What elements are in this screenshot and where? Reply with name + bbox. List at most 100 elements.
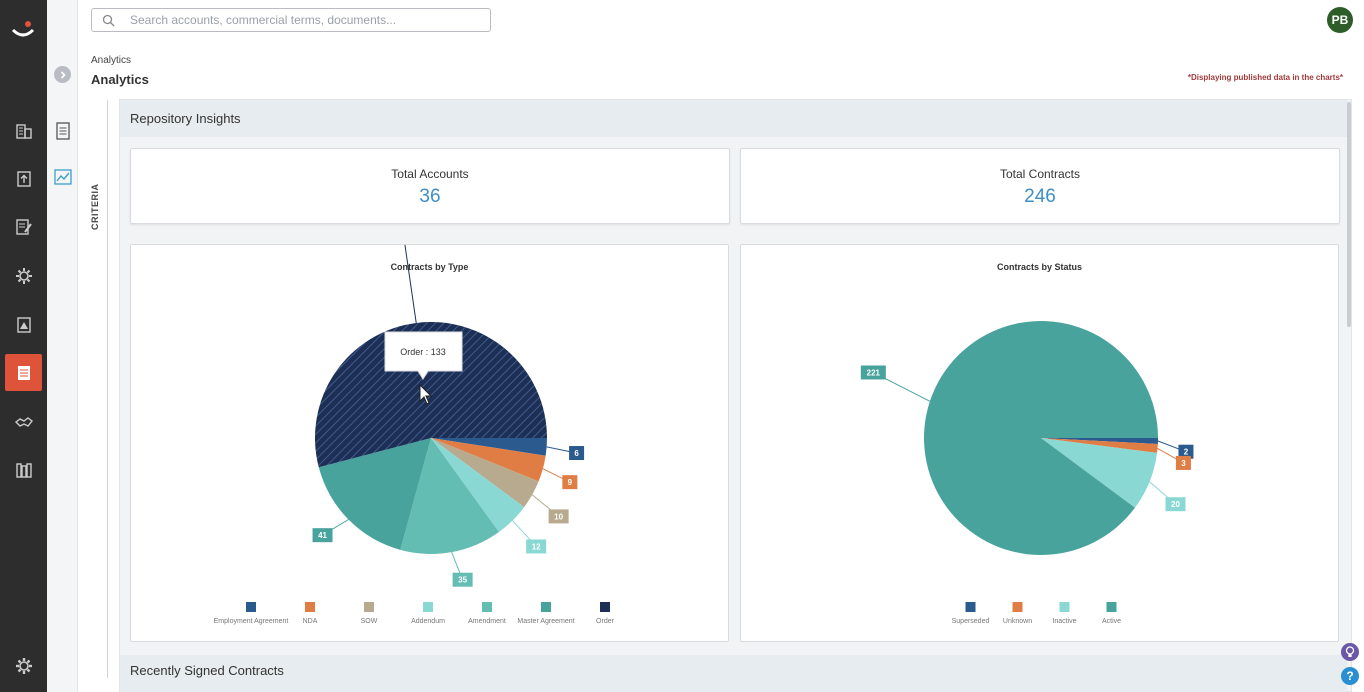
repository-insights-panel: Repository Insights Total Accounts 36 To… bbox=[119, 99, 1352, 692]
recent-title: Recently Signed Contracts bbox=[130, 663, 284, 678]
tips-button[interactable] bbox=[1341, 643, 1359, 661]
data-label-inactive: 20 bbox=[1165, 497, 1186, 512]
total-accounts-label: Total Accounts bbox=[391, 167, 469, 181]
legend-item-amendment[interactable]: Amendment bbox=[468, 602, 506, 625]
brand-logo[interactable] bbox=[8, 14, 38, 44]
svg-text:Superseded: Superseded bbox=[952, 618, 990, 625]
help-button[interactable]: ? bbox=[1341, 667, 1359, 685]
data-label-nda: 9 bbox=[562, 475, 578, 490]
contracts-by-type-pie: 6910123541133Employment AgreementNDASOWA… bbox=[214, 245, 615, 625]
svg-text:Active: Active bbox=[1102, 618, 1121, 625]
pie-slice-master-agreement[interactable] bbox=[318, 438, 431, 550]
contracts-by-type-chart: Contracts by Type 6910123541133Employmen… bbox=[130, 244, 729, 642]
mouse-cursor-icon bbox=[419, 383, 433, 405]
legend-item-superseded[interactable]: Superseded bbox=[952, 602, 990, 625]
svg-text:Addendum: Addendum bbox=[411, 618, 445, 625]
svg-text:Order: Order bbox=[596, 618, 615, 625]
legend-item-active[interactable]: Active bbox=[1102, 602, 1121, 625]
legend-item-order[interactable]: Order bbox=[596, 602, 615, 625]
criteria-panel-toggle[interactable]: CRITERIA bbox=[86, 100, 108, 678]
data-label-addendum: 12 bbox=[526, 539, 547, 554]
section-title: Repository Insights bbox=[130, 111, 241, 126]
gear-icon[interactable] bbox=[5, 647, 42, 684]
user-avatar[interactable]: PB bbox=[1327, 7, 1353, 33]
legend-item-addendum[interactable]: Addendum bbox=[411, 602, 445, 625]
expand-sidebar-button[interactable] bbox=[54, 66, 71, 83]
pie-slice-employment-agreement[interactable] bbox=[431, 438, 547, 456]
upload-icon[interactable] bbox=[5, 160, 42, 197]
svg-text:Amendment: Amendment bbox=[468, 618, 506, 625]
svg-text:3: 3 bbox=[1181, 459, 1186, 468]
library-icon[interactable] bbox=[5, 451, 42, 488]
svg-text:Employment Agreement: Employment Agreement bbox=[214, 618, 289, 625]
secondary-sidebar bbox=[47, 0, 78, 692]
data-label-unknown: 3 bbox=[1175, 455, 1191, 470]
svg-text:Unknown: Unknown bbox=[1003, 618, 1032, 625]
data-label-superseded: 2 bbox=[1178, 444, 1194, 459]
analytics-icon[interactable] bbox=[53, 167, 73, 187]
total-contracts-label: Total Contracts bbox=[999, 167, 1081, 181]
contracts-icon[interactable] bbox=[5, 354, 42, 391]
legend-item-unknown[interactable]: Unknown bbox=[1003, 602, 1032, 625]
breadcrumb[interactable]: Analytics bbox=[91, 55, 132, 66]
total-accounts-value[interactable]: 36 bbox=[419, 186, 441, 207]
search-input[interactable] bbox=[130, 12, 480, 28]
global-search[interactable] bbox=[91, 8, 491, 32]
chevron-right-icon bbox=[60, 70, 66, 79]
pie-slice-amendment[interactable] bbox=[400, 438, 499, 554]
scrollbar[interactable] bbox=[1347, 102, 1351, 327]
pie-slice-sow[interactable] bbox=[431, 438, 539, 508]
settings-network-icon[interactable] bbox=[5, 257, 42, 294]
total-contracts-card: Total Contracts 246 bbox=[740, 148, 1340, 224]
document-list-icon[interactable] bbox=[53, 121, 73, 141]
legend-item-master-agreement[interactable]: Master Agreement bbox=[517, 602, 575, 625]
svg-text:35: 35 bbox=[458, 576, 467, 585]
pie-slice-unknown[interactable] bbox=[1041, 438, 1158, 453]
pie-slice-nda[interactable] bbox=[431, 438, 546, 482]
svg-text:6: 6 bbox=[574, 449, 579, 458]
pie-slice-addendum[interactable] bbox=[431, 438, 525, 533]
published-data-note: *Displaying published data in the charts… bbox=[1187, 73, 1343, 82]
page-title: Analytics bbox=[91, 72, 149, 87]
chart-title: Contracts by Type bbox=[390, 262, 469, 272]
data-label-employment-agreement: 6 bbox=[569, 446, 585, 461]
search-icon bbox=[102, 14, 115, 27]
handshake-icon[interactable] bbox=[5, 403, 42, 440]
pie-slice-order[interactable] bbox=[315, 321, 547, 468]
pie-slice-superseded[interactable] bbox=[1041, 438, 1158, 444]
legend-item-employment-agreement[interactable]: Employment Agreement bbox=[214, 602, 289, 625]
pie-slice-active[interactable] bbox=[924, 321, 1158, 555]
svg-text:10: 10 bbox=[554, 512, 563, 521]
svg-text:Order : 133: Order : 133 bbox=[400, 347, 446, 357]
legend-item-sow[interactable]: SOW bbox=[361, 602, 378, 625]
lightbulb-icon bbox=[1345, 646, 1355, 657]
data-label-amendment: 35 bbox=[452, 572, 473, 587]
panel-header: Repository Insights bbox=[120, 100, 1347, 137]
total-accounts-card: Total Accounts 36 bbox=[130, 148, 730, 224]
svg-text:Inactive: Inactive bbox=[1052, 618, 1076, 625]
criteria-label: CRITERIA bbox=[90, 183, 100, 231]
data-label-active: 221 bbox=[860, 365, 886, 380]
contracts-by-status-pie: 2 3 20 221 Superseded Unknown Inactive Active bbox=[860, 321, 1194, 625]
legend-item-nda[interactable]: NDA bbox=[303, 602, 318, 625]
accounts-icon[interactable] bbox=[5, 112, 42, 149]
svg-text:12: 12 bbox=[532, 542, 541, 551]
chart-title: Contracts by Status bbox=[996, 262, 1083, 272]
svg-text:221: 221 bbox=[867, 368, 881, 377]
left-navigation bbox=[0, 0, 47, 692]
label-connector bbox=[404, 245, 417, 324]
svg-text:41: 41 bbox=[318, 531, 327, 540]
edit-document-icon[interactable] bbox=[5, 208, 42, 245]
total-contracts-value[interactable]: 246 bbox=[1024, 186, 1056, 207]
data-label-master-agreement: 41 bbox=[312, 528, 333, 543]
svg-text:NDA: NDA bbox=[303, 618, 318, 625]
svg-text:20: 20 bbox=[1171, 500, 1180, 509]
legend-item-inactive[interactable]: Inactive bbox=[1052, 602, 1077, 625]
svg-text:SOW: SOW bbox=[361, 618, 378, 625]
pie-slice-inactive[interactable] bbox=[1041, 438, 1158, 508]
recently-signed-header[interactable]: Recently Signed Contracts bbox=[120, 655, 1347, 692]
chart-tooltip: Order : 133 bbox=[384, 331, 463, 380]
svg-text:9: 9 bbox=[568, 478, 573, 487]
data-label-sow: 10 bbox=[548, 509, 569, 524]
warning-document-icon[interactable] bbox=[5, 306, 42, 343]
